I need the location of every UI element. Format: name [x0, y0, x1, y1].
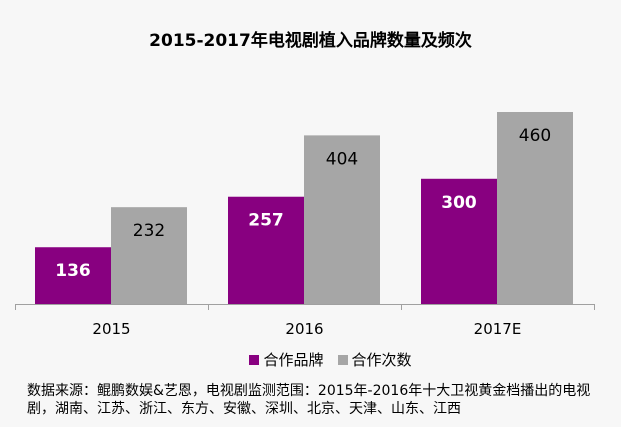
legend: 合作品牌 合作次数 — [0, 349, 621, 370]
legend-item: 合作次数 — [337, 349, 412, 370]
data-label: 404 — [326, 149, 358, 169]
bar-2015-count — [111, 207, 187, 304]
bar-2017E-count — [497, 112, 573, 304]
legend-label: 合作品牌 — [263, 351, 324, 369]
bar-2016-brands — [228, 196, 304, 304]
data-label: 257 — [248, 211, 284, 231]
bar-2016-count — [304, 135, 380, 304]
legend-label: 合作次数 — [351, 351, 412, 369]
data-label: 232 — [133, 221, 165, 241]
legend-item: 合作品牌 — [249, 349, 324, 370]
chart-title: 2015-2017年电视剧植入品牌数量及频次 — [149, 31, 472, 51]
legend-swatch — [337, 354, 348, 365]
data-label: 460 — [519, 126, 551, 146]
x-tick-label: 2015 — [92, 320, 130, 338]
data-label: 136 — [55, 261, 91, 281]
bar-2015-brands — [35, 247, 111, 304]
source-note: 数据来源：鲲鹏数娱&艺恩，电视剧监测范围：2015年-2016年十大卫视黄金档播… — [27, 383, 591, 417]
data-label: 300 — [441, 193, 477, 213]
bar-2017E-brands — [421, 178, 497, 304]
x-tick-label: 2017E — [474, 320, 522, 338]
legend-swatch — [249, 354, 260, 365]
x-tick-label: 2016 — [285, 320, 323, 338]
